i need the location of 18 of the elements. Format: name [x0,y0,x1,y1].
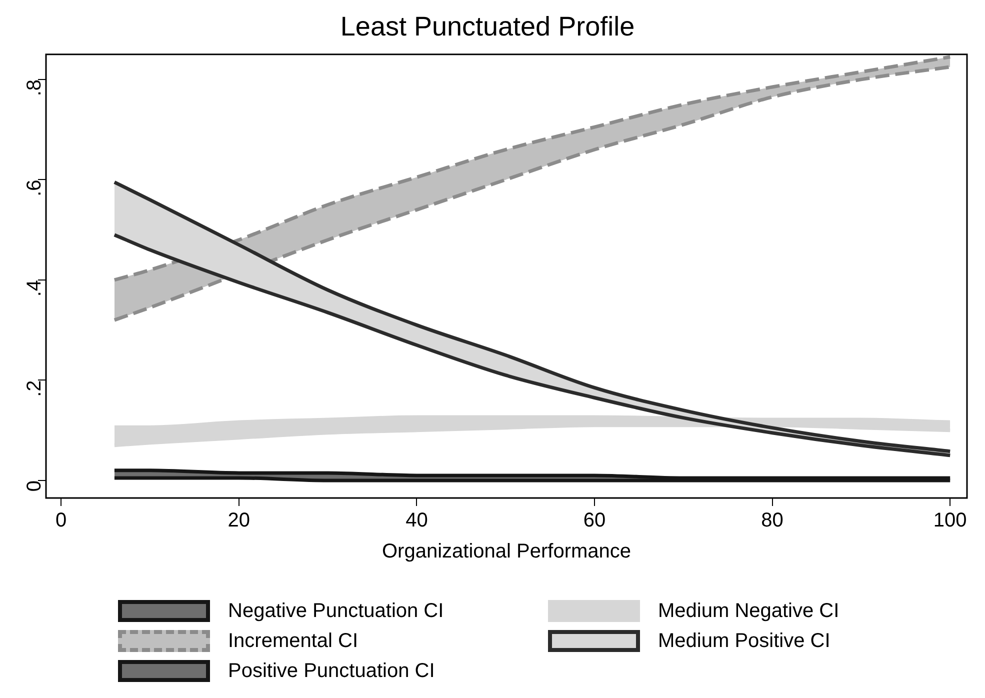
x-tick-label: 40 [406,510,428,532]
x-tick-label: 20 [228,510,250,532]
legend-label: Positive Punctuation CI [228,660,435,682]
y-tick-label: .8 [24,79,46,96]
y-tick-label: .2 [24,380,46,397]
legend-label: Incremental CI [228,630,358,652]
legend-label: Negative Punctuation CI [228,600,444,622]
legend-label: Medium Negative CI [658,600,840,622]
x-tick-label: 60 [583,510,606,532]
x-tick-label: 100 [933,510,967,532]
y-tick-label: .6 [24,180,46,196]
x-axis-title: Organizational Performance [382,540,632,563]
y-tick-label: 0 [24,480,46,492]
legend-label: Medium Positive CI [658,630,830,652]
y-tick-label: .4 [24,280,46,297]
chart-title: Least Punctuated Profile [340,12,635,42]
x-tick-label: 80 [761,510,784,532]
x-tick-label: 0 [56,510,67,532]
